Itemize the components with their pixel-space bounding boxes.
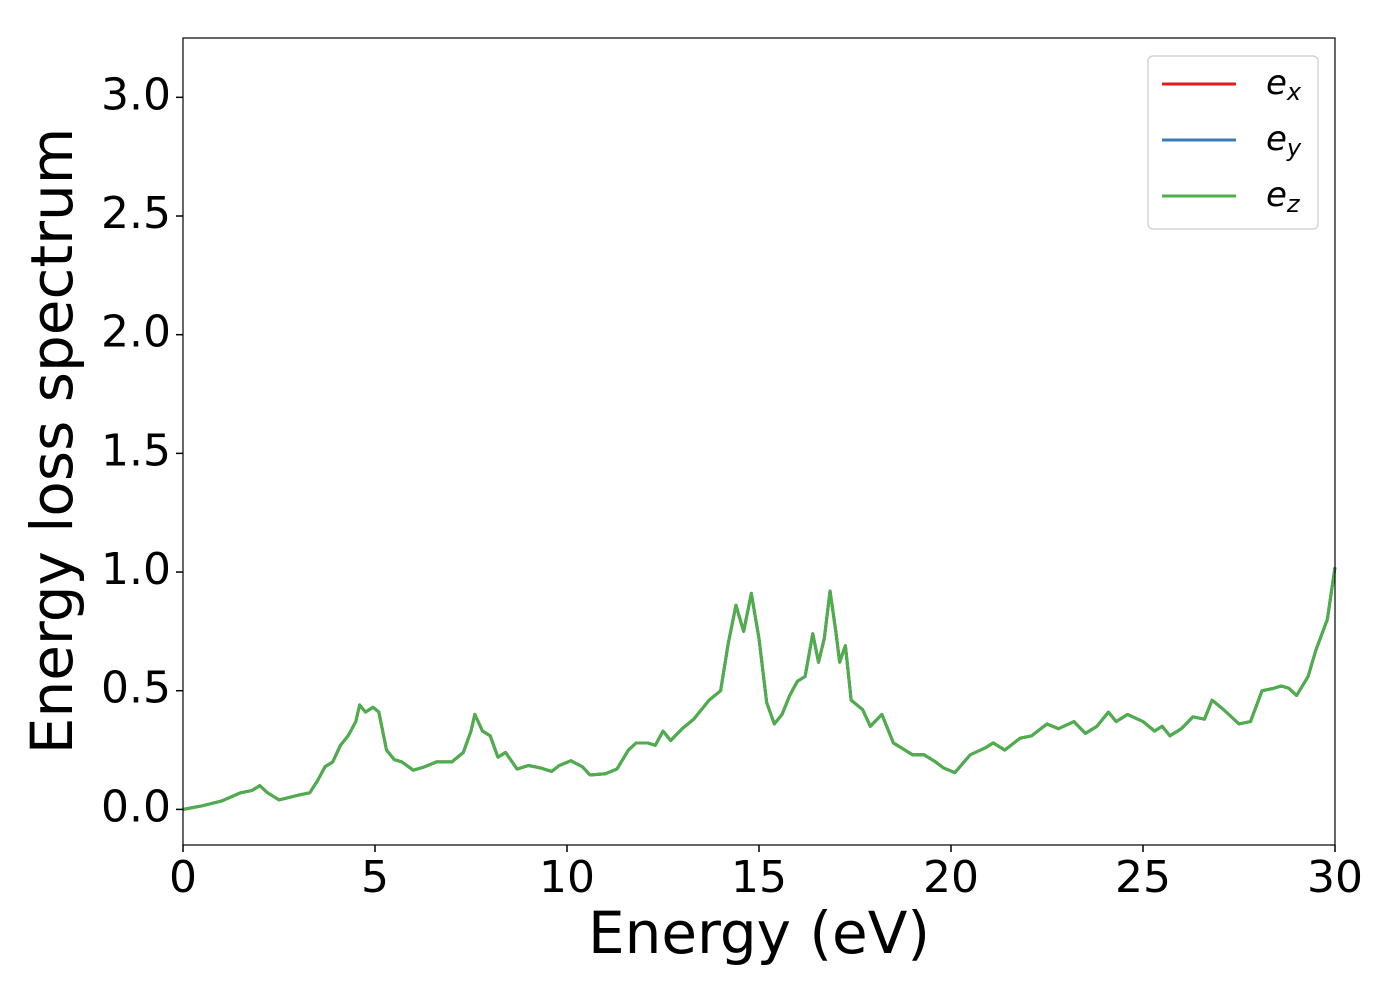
legend-label: ex <box>1266 63 1302 107</box>
x-tick-label: 15 <box>731 852 787 903</box>
legend-box <box>1147 55 1319 230</box>
x-tick-label: 0 <box>169 852 197 903</box>
y-tick-label: 1.0 <box>101 544 171 595</box>
legend: ex ey ez <box>1147 55 1319 230</box>
series-line <box>182 567 1337 811</box>
legend-label: ey <box>1266 119 1302 163</box>
y-axis-label: Energy loss spectrum <box>18 128 86 754</box>
y-tick-label: 2.0 <box>101 307 171 358</box>
y-tick-label: 0.5 <box>101 663 171 714</box>
x-axis-label: Energy (eV) <box>588 899 930 967</box>
x-tick-label: 25 <box>1115 852 1171 903</box>
y-tick-label: 0.0 <box>101 781 171 832</box>
x-tick-label: 30 <box>1307 852 1363 903</box>
y-tick-label: 3.0 <box>101 69 171 120</box>
x-tick-label: 20 <box>923 852 979 903</box>
y-tick-label: 1.5 <box>101 425 171 476</box>
y-tick-label: 2.5 <box>101 188 171 239</box>
x-tick-label: 10 <box>539 852 595 903</box>
x-tick-label: 5 <box>361 852 389 903</box>
legend-label: ez <box>1266 175 1301 219</box>
plot-frame <box>182 37 1336 846</box>
